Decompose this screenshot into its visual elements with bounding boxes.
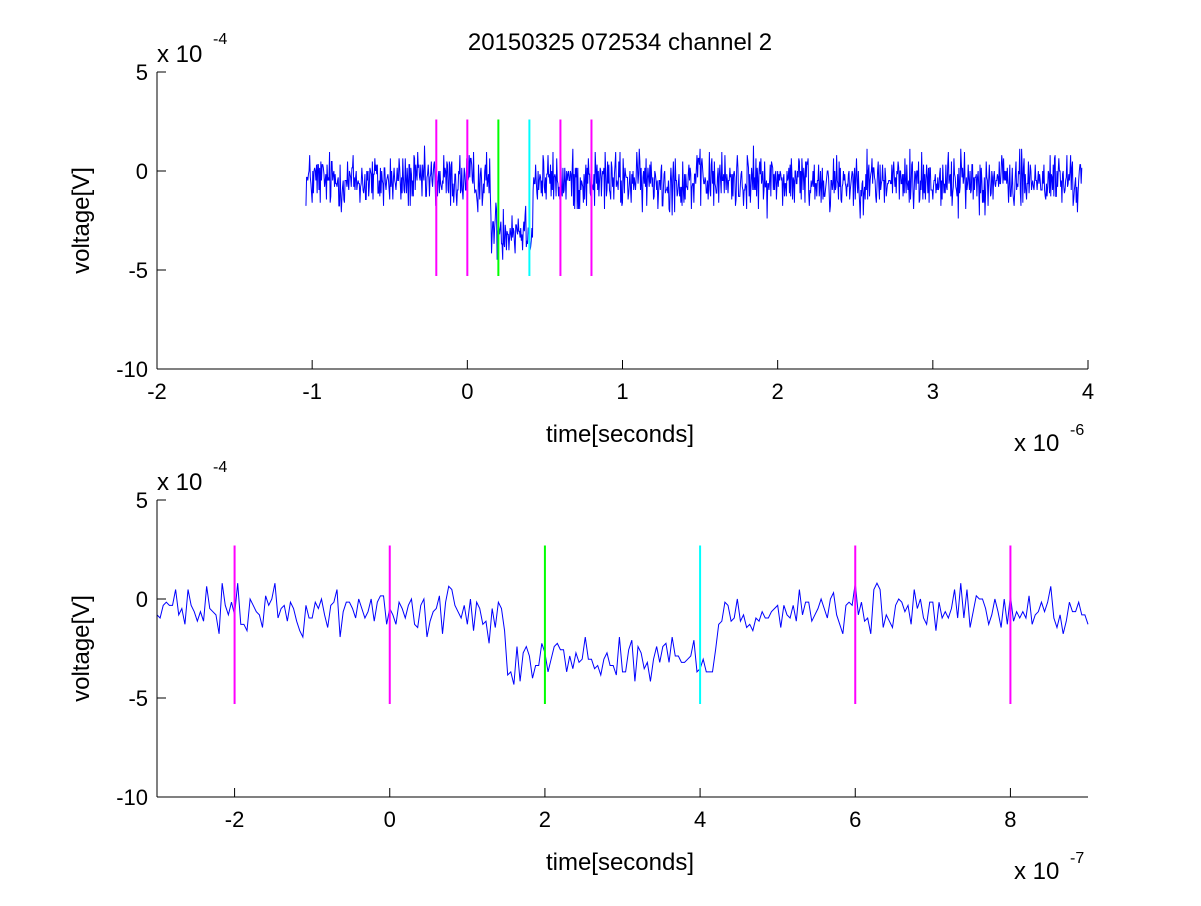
top-x-tick-label: 3 [927, 379, 939, 404]
bottom-x-multiplier: x 10 [1014, 858, 1059, 885]
bottom-x-tick-label: 0 [384, 807, 396, 832]
top-y-tick-label: 0 [136, 159, 148, 184]
bottom-y-multiplier: x 10 [157, 469, 202, 496]
top-y-tick-label: -5 [128, 258, 148, 283]
top-x-exponent: -6 [1070, 422, 1084, 439]
top-x-tick-label: -1 [302, 379, 322, 404]
top-y-multiplier: x 10 [157, 41, 202, 68]
top-x-axis-label: time[seconds] [546, 421, 694, 448]
top-y-tick-label: -10 [116, 357, 148, 382]
bottom-x-axis-label: time[seconds] [546, 849, 694, 876]
bottom-y-axis-label: voltage[V] [68, 595, 95, 702]
top-signal-trace [305, 145, 1083, 260]
bottom-y-tick-label: -10 [116, 785, 148, 810]
bottom-x-tick-label: -2 [225, 807, 245, 832]
bottom-x-tick-label: 6 [849, 807, 861, 832]
top-x-tick-label: 4 [1082, 379, 1094, 404]
top-x-tick-label: -2 [147, 379, 167, 404]
top-x-tick-label: 0 [461, 379, 473, 404]
bottom-x-exponent: -7 [1070, 850, 1084, 867]
bottom-plot-panel: -2 0 2 4 6 8 -10 -5 0 5 x 10 -4 x 10 -7 time[seconds] v… [68, 459, 1089, 885]
bottom-y-tick-label: 5 [136, 488, 148, 513]
top-y-tick-label: 5 [136, 60, 148, 85]
top-y-axis-label: voltage[V] [68, 167, 95, 274]
bottom-x-tick-label: 8 [1004, 807, 1016, 832]
bottom-y-tick-label: 0 [136, 587, 148, 612]
bottom-x-tick-label: 2 [539, 807, 551, 832]
top-y-exponent: -4 [213, 31, 227, 48]
top-x-multiplier: x 10 [1014, 430, 1059, 457]
bottom-x-tick-label: 4 [694, 807, 706, 832]
bottom-y-tick-label: -5 [128, 686, 148, 711]
bottom-signal-trace [156, 582, 1089, 685]
top-x-tick-label: 2 [772, 379, 784, 404]
figure-title: 20150325 072534 channel 2 [468, 29, 772, 56]
top-x-tick-label: 1 [616, 379, 628, 404]
bottom-y-exponent: -4 [213, 459, 227, 476]
